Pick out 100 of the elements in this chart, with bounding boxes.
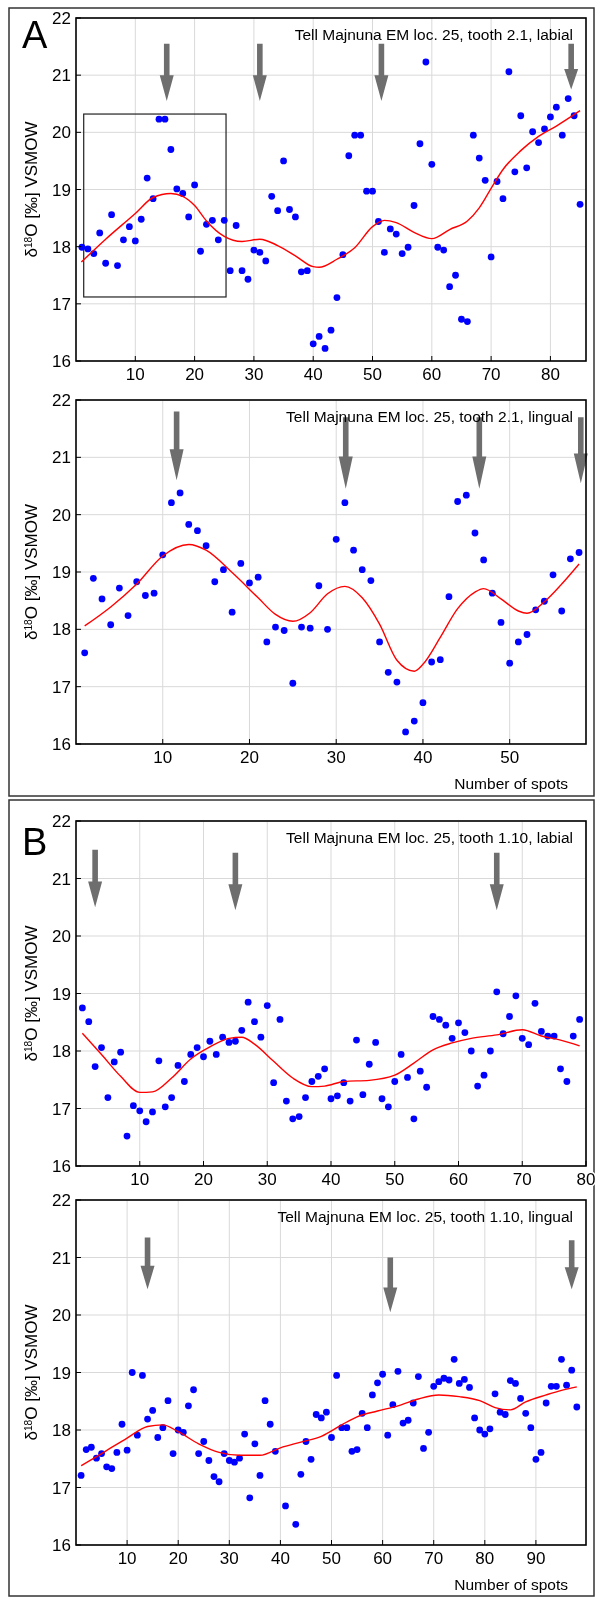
point [246,579,253,587]
point [202,542,210,550]
y-tick-label: 20 [52,1306,71,1325]
point [150,589,158,597]
point [523,631,531,638]
y-tick-label: 20 [52,927,71,946]
x-tick-label: 20 [168,1549,188,1568]
x-tick-label: 20 [185,365,205,384]
point [514,638,522,646]
x-tick-label: 10 [117,1549,137,1568]
point [176,489,184,497]
point [566,555,574,563]
x-tick-label: 40 [303,365,323,384]
point [81,649,89,657]
x-axis-title: Number of spots [454,775,569,792]
point [558,607,566,615]
y-tick-label: 19 [52,1363,71,1383]
point [107,621,115,629]
x-tick-label: 50 [322,1549,341,1568]
point [168,499,175,507]
point [332,535,340,543]
point [367,577,375,584]
text: Tell Majnuna EM loc. 25, tooth 1.10, lingual [277,1208,573,1225]
point [402,728,409,736]
y-tick-label: 19 [52,563,71,582]
point [575,549,583,556]
point [263,638,271,646]
line-series [80,109,581,268]
point [272,623,279,631]
x-tick-label: 40 [270,1549,290,1568]
point [289,679,297,687]
point [445,593,453,601]
point [497,619,505,626]
point [194,527,201,535]
y-tick-label: 21 [52,869,71,889]
x-tick-label: 50 [385,1170,405,1189]
point [462,491,470,499]
x-tick-label: 20 [194,1170,213,1189]
text: A [22,14,48,56]
y-tick-label: 22 [52,9,71,28]
x-tick-label: 60 [422,365,442,384]
x-tick-label: 50 [363,365,382,384]
line-series [81,1029,581,1094]
x-tick-label: 10 [130,1170,150,1189]
x-tick-label: 40 [321,1170,341,1189]
y-tick-label: 17 [52,294,71,314]
x-tick-label: 50 [500,748,520,767]
point [280,627,288,634]
y-tick-label: 19 [52,984,71,1004]
point [185,521,193,528]
text: Tell Majnuna EM loc. 25, tooth 2.1, lingual [286,408,573,425]
y-tick-label: 17 [52,1099,71,1119]
point [254,573,262,581]
x-tick-label: 70 [512,1170,532,1189]
point [211,578,219,586]
y-tick-label: 22 [52,1191,71,1210]
x-tick-label: 70 [424,1549,444,1568]
point [298,623,305,631]
y-tick-label: 22 [52,812,71,831]
y-tick-label: 18 [52,1042,71,1061]
y-tick-label: 16 [52,1536,71,1555]
x-tick-label: 10 [125,365,145,384]
x-tick-label: 80 [475,1549,495,1568]
x-tick-label: 10 [153,748,173,767]
y-tick-label: 21 [52,1248,71,1268]
text: B [22,821,48,863]
x-tick-label: 30 [257,1170,277,1189]
point [306,624,314,632]
x-tick-label: 60 [373,1549,393,1568]
point [141,592,149,599]
x-tick-label: 60 [449,1170,468,1189]
point [549,571,557,579]
line-series [83,543,580,672]
y-tick-label: 18 [52,1421,71,1440]
point [384,668,392,676]
y-tick-label: 18 [52,620,71,640]
point [506,659,514,667]
point [436,656,444,664]
x-tick-label: 80 [540,365,560,384]
y-tick-label: 16 [52,352,71,371]
point [324,625,331,633]
point [220,566,227,574]
x-tick-label: 30 [219,1549,239,1568]
x-tick-label: 30 [326,748,346,767]
y-tick-label: 21 [52,66,71,86]
x-tick-label: 70 [481,365,501,384]
text: Tell Majnuna EM loc. 25, tooth 2.1, labial [294,26,573,43]
point [480,556,488,564]
x-tick-label: 90 [526,1549,546,1568]
x-tick-label: 30 [244,365,264,384]
point [237,560,245,567]
point [98,595,106,603]
y-tick-label: 16 [52,1157,71,1176]
point [89,574,97,582]
y-tick-label: 18 [52,237,71,257]
point [428,658,436,666]
text: Tell Majnuna EM loc. 25, tooth 1.10, labial [286,829,573,846]
y-tick-label: 17 [52,677,71,697]
y-tick-label: 20 [52,505,71,525]
y-tick-label: 17 [52,1478,71,1498]
